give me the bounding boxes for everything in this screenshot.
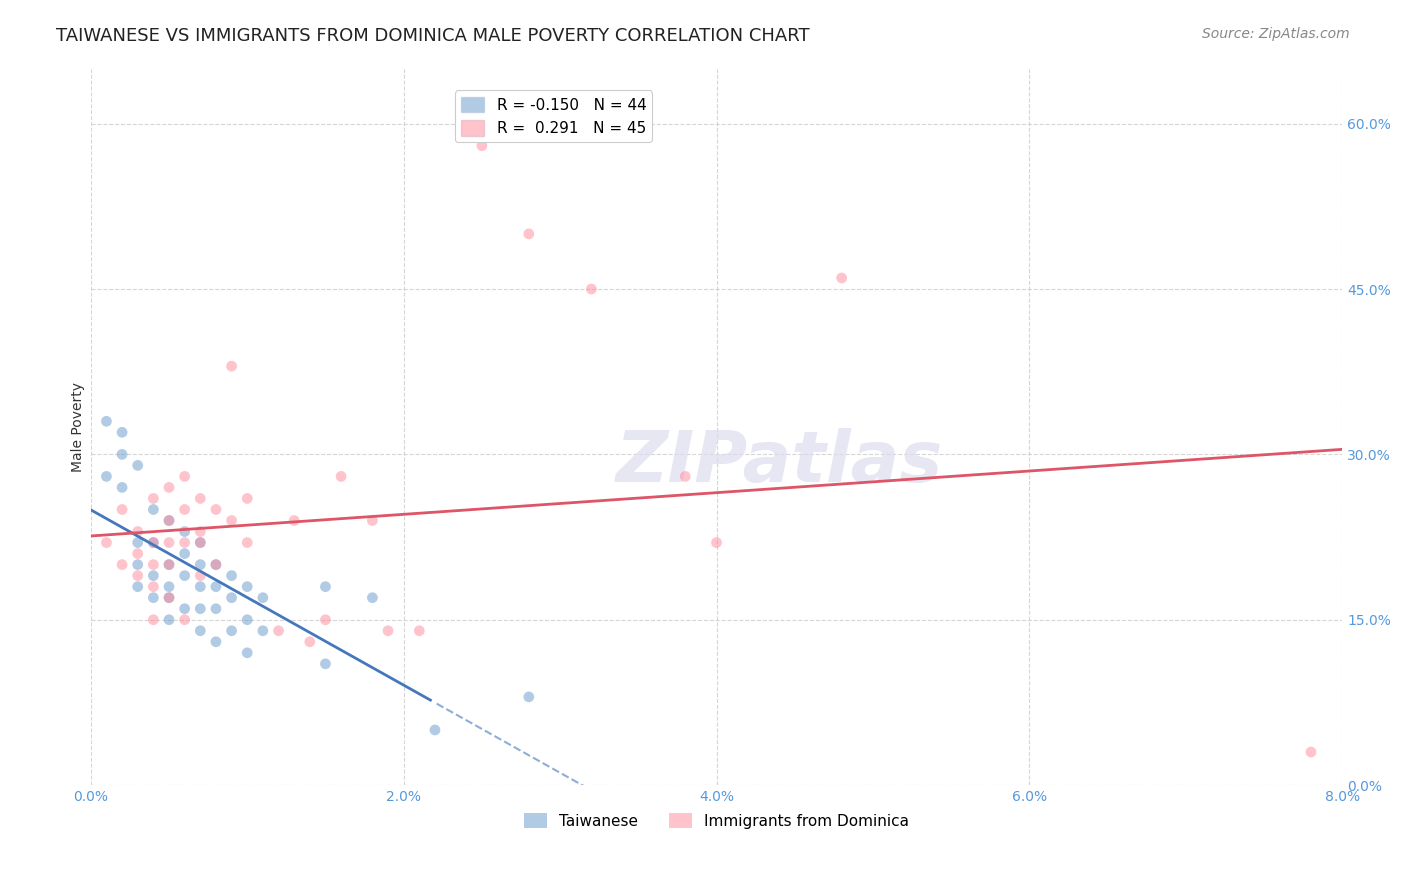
Point bbox=[221, 591, 243, 605]
Point bbox=[142, 580, 165, 594]
Point bbox=[188, 558, 211, 572]
Point bbox=[127, 558, 149, 572]
Point bbox=[96, 469, 118, 483]
Point bbox=[188, 535, 211, 549]
Point bbox=[157, 613, 180, 627]
Point bbox=[188, 580, 211, 594]
Point bbox=[142, 591, 165, 605]
Point bbox=[188, 568, 211, 582]
Point bbox=[127, 547, 149, 561]
Point bbox=[157, 591, 180, 605]
Point bbox=[361, 591, 384, 605]
Point bbox=[157, 591, 180, 605]
Point bbox=[173, 601, 195, 615]
Point bbox=[205, 601, 228, 615]
Point bbox=[173, 524, 195, 539]
Point bbox=[221, 624, 243, 638]
Point bbox=[188, 601, 211, 615]
Point bbox=[1299, 745, 1322, 759]
Point bbox=[236, 491, 259, 506]
Point bbox=[127, 568, 149, 582]
Point bbox=[111, 558, 134, 572]
Point bbox=[221, 514, 243, 528]
Point bbox=[142, 613, 165, 627]
Point bbox=[142, 491, 165, 506]
Point bbox=[408, 624, 430, 638]
Point bbox=[173, 502, 195, 516]
Point bbox=[111, 447, 134, 461]
Point bbox=[157, 480, 180, 494]
Point bbox=[314, 580, 336, 594]
Point bbox=[205, 558, 228, 572]
Point bbox=[111, 502, 134, 516]
Point bbox=[673, 469, 696, 483]
Point bbox=[157, 580, 180, 594]
Point bbox=[157, 514, 180, 528]
Point bbox=[188, 491, 211, 506]
Point bbox=[283, 514, 305, 528]
Point bbox=[330, 469, 353, 483]
Point bbox=[157, 558, 180, 572]
Point bbox=[236, 646, 259, 660]
Point bbox=[173, 613, 195, 627]
Point bbox=[142, 535, 165, 549]
Point bbox=[205, 580, 228, 594]
Point bbox=[205, 558, 228, 572]
Point bbox=[142, 535, 165, 549]
Point bbox=[205, 502, 228, 516]
Point bbox=[221, 568, 243, 582]
Point bbox=[157, 558, 180, 572]
Point bbox=[142, 568, 165, 582]
Point bbox=[188, 535, 211, 549]
Point bbox=[423, 723, 446, 737]
Point bbox=[267, 624, 290, 638]
Text: Source: ZipAtlas.com: Source: ZipAtlas.com bbox=[1202, 27, 1350, 41]
Point bbox=[142, 502, 165, 516]
Point bbox=[96, 414, 118, 428]
Point bbox=[471, 138, 494, 153]
Point bbox=[111, 425, 134, 440]
Point bbox=[127, 580, 149, 594]
Text: TAIWANESE VS IMMIGRANTS FROM DOMINICA MALE POVERTY CORRELATION CHART: TAIWANESE VS IMMIGRANTS FROM DOMINICA MA… bbox=[56, 27, 810, 45]
Point bbox=[96, 535, 118, 549]
Point bbox=[581, 282, 603, 296]
Point bbox=[205, 634, 228, 648]
Point bbox=[173, 469, 195, 483]
Point bbox=[252, 624, 274, 638]
Point bbox=[236, 580, 259, 594]
Point bbox=[127, 535, 149, 549]
Y-axis label: Male Poverty: Male Poverty bbox=[72, 382, 86, 472]
Point bbox=[173, 535, 195, 549]
Point bbox=[252, 591, 274, 605]
Point bbox=[236, 613, 259, 627]
Point bbox=[706, 535, 728, 549]
Point bbox=[111, 480, 134, 494]
Point bbox=[298, 634, 321, 648]
Point bbox=[517, 227, 540, 241]
Point bbox=[361, 514, 384, 528]
Point bbox=[377, 624, 399, 638]
Point bbox=[157, 514, 180, 528]
Point bbox=[314, 657, 336, 671]
Point bbox=[188, 624, 211, 638]
Point bbox=[142, 558, 165, 572]
Point bbox=[127, 458, 149, 473]
Point bbox=[236, 535, 259, 549]
Point bbox=[314, 613, 336, 627]
Point bbox=[221, 359, 243, 374]
Point bbox=[188, 524, 211, 539]
Legend: Taiwanese, Immigrants from Dominica: Taiwanese, Immigrants from Dominica bbox=[517, 806, 915, 835]
Point bbox=[157, 535, 180, 549]
Point bbox=[831, 271, 853, 285]
Point bbox=[127, 524, 149, 539]
Point bbox=[517, 690, 540, 704]
Point bbox=[173, 568, 195, 582]
Point bbox=[173, 547, 195, 561]
Text: ZIPatlas: ZIPatlas bbox=[616, 428, 943, 497]
